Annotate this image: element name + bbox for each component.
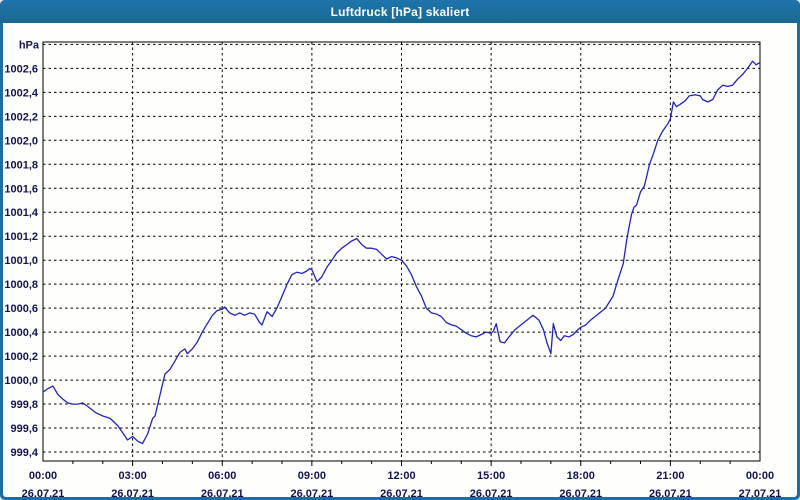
y-tick-label: 1001,2 [4, 231, 38, 243]
x-tick-date-label: 26.07.21 [201, 488, 244, 497]
x-tick-date-label: 26.07.21 [470, 488, 513, 497]
y-tick-label: 1002,0 [4, 135, 38, 147]
x-tick-time-label: 15:00 [477, 470, 505, 482]
y-tick-label: 1002,6 [4, 63, 38, 75]
plot-border [42, 41, 761, 462]
y-tick-label: 999,4 [10, 447, 38, 459]
x-tick-date-label: 26.07.21 [380, 488, 423, 497]
plot-panel: hPa 999,4 999,6 999,8 1000,0 1000,2 1000,4 1000… [3, 23, 797, 497]
y-tick-label: 1000,2 [4, 351, 38, 363]
x-tick-time-label: 12:00 [387, 470, 415, 482]
x-tick-time-label: 03:00 [119, 470, 147, 482]
y-tick-label: 1000,6 [4, 303, 38, 315]
y-tick-label: 1001,8 [4, 159, 38, 171]
chart-svg: hPa 999,4 999,6 999,8 1000,0 1000,2 1000,4 1000… [4, 39, 782, 497]
x-tick-time-label: 09:00 [298, 470, 326, 482]
y-tick-label: 999,8 [10, 399, 38, 411]
x-tick-date-label: 26.07.21 [559, 488, 602, 497]
x-tick-time-label: 21:00 [656, 470, 684, 482]
pressure-line [42, 60, 761, 445]
x-tick-time-label: 00:00 [29, 470, 57, 482]
y-tick-label: 1000,0 [4, 375, 38, 387]
y-axis-unit-label: hPa [19, 39, 40, 51]
y-tick-label: 1001,6 [4, 183, 38, 195]
x-tick-date-label: 26.07.21 [22, 488, 65, 497]
x-tick-date-label: 26.07.21 [290, 488, 333, 497]
window-titlebar[interactable]: Luftdruck [hPa] skaliert [0, 0, 800, 23]
x-tick-time-label: 00:00 [746, 470, 774, 482]
y-tick-label: 999,6 [10, 423, 38, 435]
x-tick-date-label: 27.07.21 [739, 488, 782, 497]
y-tick-label: 1000,4 [4, 327, 39, 339]
y-tick-label: 1001,0 [4, 255, 38, 267]
window-title: Luftdruck [hPa] skaliert [330, 4, 470, 19]
y-tick-label: 1002,4 [4, 87, 39, 99]
y-tick-label: 1002,2 [4, 111, 38, 123]
x-tick-time-label: 18:00 [567, 470, 595, 482]
x-tick-date-label: 26.07.21 [111, 488, 154, 497]
x-tick-time-label: 06:00 [208, 470, 236, 482]
y-tick-label: 1000,8 [4, 279, 38, 291]
y-tick-label: 1001,4 [4, 207, 39, 219]
x-tick-date-label: 26.07.21 [649, 488, 692, 497]
